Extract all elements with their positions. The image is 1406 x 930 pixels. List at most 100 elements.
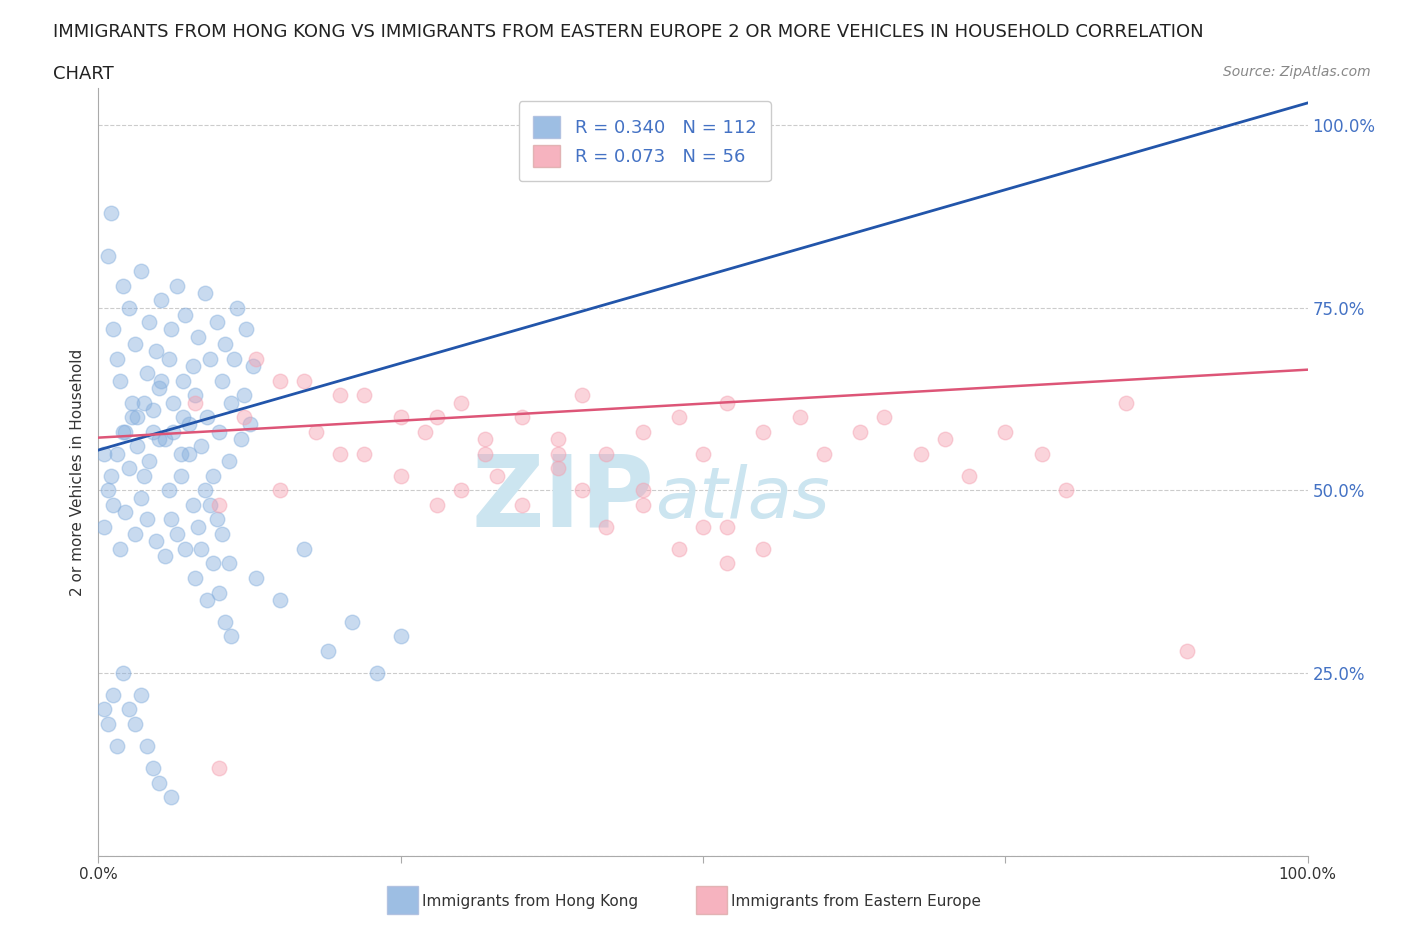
Point	[849, 424, 872, 439]
Point	[292, 541, 315, 556]
Point	[187, 519, 209, 534]
Point	[211, 373, 233, 388]
Point	[229, 432, 252, 446]
Point	[166, 278, 188, 293]
Point	[510, 410, 533, 425]
Point	[571, 388, 593, 403]
Point	[111, 424, 134, 439]
Point	[93, 702, 115, 717]
Point	[121, 410, 143, 425]
Point	[142, 403, 165, 418]
Point	[145, 344, 167, 359]
Point	[292, 373, 315, 388]
Point	[162, 424, 184, 439]
Point	[124, 717, 146, 732]
Point	[1031, 446, 1053, 461]
Point	[305, 424, 328, 439]
Point	[101, 322, 124, 337]
Point	[108, 541, 131, 556]
Point	[329, 388, 352, 403]
Point	[118, 461, 141, 476]
Point	[716, 519, 738, 534]
Point	[129, 687, 152, 702]
Point	[202, 468, 225, 483]
Text: CHART: CHART	[53, 65, 114, 83]
Point	[218, 454, 240, 469]
Point	[148, 775, 170, 790]
Point	[1115, 395, 1137, 410]
Point	[194, 286, 217, 300]
Point	[93, 519, 115, 534]
Point	[547, 432, 569, 446]
Point	[148, 380, 170, 395]
Point	[752, 424, 775, 439]
Point	[184, 388, 207, 403]
Point	[187, 329, 209, 344]
Point	[105, 446, 128, 461]
Point	[138, 454, 160, 469]
Point	[121, 395, 143, 410]
Point	[910, 446, 932, 461]
Point	[100, 206, 122, 220]
Point	[108, 373, 131, 388]
Point	[153, 549, 176, 564]
Point	[138, 314, 160, 329]
Point	[111, 278, 134, 293]
Point	[190, 541, 212, 556]
Point	[172, 373, 194, 388]
Point	[134, 468, 156, 483]
Point	[101, 687, 124, 702]
Point	[101, 498, 124, 512]
Point	[474, 446, 496, 461]
Point	[142, 761, 165, 776]
Point	[595, 519, 617, 534]
Y-axis label: 2 or more Vehicles in Household: 2 or more Vehicles in Household	[70, 349, 86, 595]
Point	[692, 519, 714, 534]
Point	[547, 461, 569, 476]
Point	[1054, 483, 1077, 498]
Point	[194, 483, 217, 498]
Point	[342, 615, 364, 630]
Point	[450, 395, 472, 410]
Point	[160, 790, 183, 804]
Point	[957, 468, 980, 483]
Point	[181, 359, 204, 374]
Point	[198, 498, 221, 512]
Point	[208, 498, 231, 512]
Point	[486, 468, 509, 483]
Point	[389, 629, 412, 644]
Text: Immigrants from Hong Kong: Immigrants from Hong Kong	[422, 894, 638, 909]
Point	[135, 738, 157, 753]
Point	[366, 666, 388, 681]
Point	[510, 498, 533, 512]
Point	[174, 541, 197, 556]
Point	[208, 585, 231, 600]
Point	[218, 556, 240, 571]
Text: IMMIGRANTS FROM HONG KONG VS IMMIGRANTS FROM EASTERN EUROPE 2 OR MORE VEHICLES I: IMMIGRANTS FROM HONG KONG VS IMMIGRANTS …	[53, 23, 1204, 41]
Text: Immigrants from Eastern Europe: Immigrants from Eastern Europe	[731, 894, 981, 909]
Point	[166, 526, 188, 541]
Point	[97, 483, 120, 498]
Point	[160, 322, 183, 337]
Point	[934, 432, 956, 446]
Point	[211, 526, 233, 541]
Point	[994, 424, 1017, 439]
Point	[716, 395, 738, 410]
Point	[118, 702, 141, 717]
Text: ZIP: ZIP	[472, 450, 655, 548]
Point	[873, 410, 896, 425]
Point	[208, 424, 231, 439]
Point	[127, 439, 149, 454]
Point	[198, 352, 221, 366]
Point	[142, 424, 165, 439]
Point	[547, 446, 569, 461]
Point	[668, 541, 690, 556]
Point	[245, 570, 267, 585]
Point	[97, 717, 120, 732]
Point	[93, 446, 115, 461]
Point	[208, 761, 231, 776]
Point	[124, 526, 146, 541]
Point	[269, 483, 291, 498]
Point	[184, 395, 207, 410]
Point	[329, 446, 352, 461]
